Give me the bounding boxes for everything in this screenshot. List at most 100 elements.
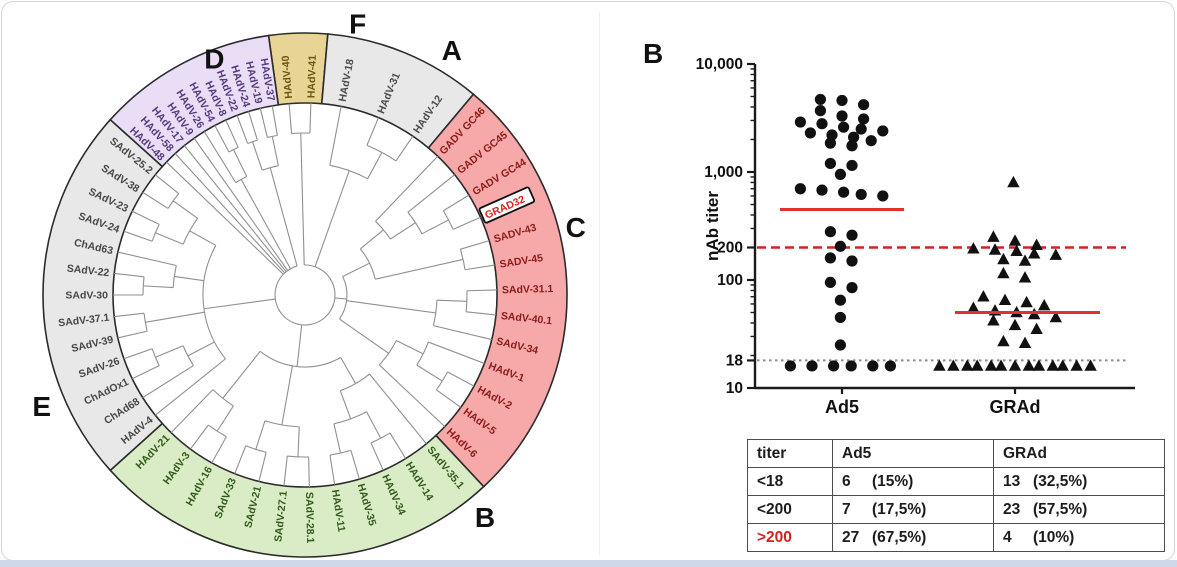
grad-data-point bbox=[1038, 298, 1051, 311]
grad-data-point bbox=[1030, 322, 1043, 335]
grad-data-point bbox=[984, 359, 998, 371]
grad-cell: 23 (57,5%) bbox=[993, 495, 1165, 524]
grad-data-point bbox=[947, 359, 960, 371]
ad5-data-point bbox=[865, 135, 877, 147]
leaf-label-SAdV-30: SAdV-30 bbox=[65, 290, 108, 302]
y-tick-label: 1,000 bbox=[704, 164, 743, 181]
ad5-data-point bbox=[824, 226, 836, 238]
grad-data-point bbox=[997, 266, 1010, 279]
ad5-data-point bbox=[858, 99, 870, 111]
grad-data-point bbox=[1022, 359, 1036, 371]
grad-data-point bbox=[1046, 359, 1059, 371]
y-tick-label: 10,000 bbox=[696, 56, 743, 73]
grad-data-point bbox=[1070, 359, 1083, 371]
ad5-data-point bbox=[877, 125, 889, 137]
y-tick-label: 200 bbox=[717, 239, 743, 256]
grad-data-point bbox=[1018, 336, 1032, 348]
leaf-label-SAdV-27.1: SAdV-27.1 bbox=[272, 490, 290, 543]
grad-data-point bbox=[1028, 247, 1041, 259]
ad5-data-point bbox=[824, 137, 836, 149]
ad5-data-point bbox=[834, 339, 846, 351]
ad5-data-point bbox=[836, 110, 848, 122]
grad-data-point bbox=[961, 359, 974, 371]
ad5-data-point bbox=[845, 360, 857, 372]
grad-data-point bbox=[933, 359, 946, 371]
grad-data-point bbox=[967, 242, 980, 254]
header-grad: GRAd bbox=[993, 439, 1165, 468]
leaf-label-SAdV-40.1: SAdV-40.1 bbox=[500, 310, 552, 327]
ad5-data-point bbox=[806, 360, 818, 372]
grad-data-point bbox=[1008, 318, 1022, 331]
grad-cell: 13 (32,5%) bbox=[993, 467, 1165, 496]
ad5-data-point bbox=[794, 183, 806, 195]
leaf-label-SAdV-22: SAdV-22 bbox=[66, 263, 110, 280]
grad-data-point bbox=[971, 359, 984, 371]
ad5-cell: 6 (15%) bbox=[832, 467, 994, 496]
grad-data-point bbox=[1056, 359, 1069, 371]
ad5-data-point bbox=[858, 113, 870, 125]
grad-data-point bbox=[1084, 359, 1097, 371]
grad-data-point bbox=[1032, 359, 1046, 371]
leaf-label-HAdV-41: HAdV-41 bbox=[306, 55, 319, 99]
table-row: <18 6 (15%) 13 (32,5%) bbox=[747, 467, 1165, 496]
ad5-data-point bbox=[867, 360, 879, 372]
series-Ad5 bbox=[784, 93, 896, 372]
leaf-label-SAdV-31.1: SAdV-31.1 bbox=[502, 283, 554, 296]
grad-data-point bbox=[988, 243, 1002, 255]
grad-data-point bbox=[1010, 244, 1023, 256]
leaf-label-HAdV-40: HAdV-40 bbox=[280, 55, 296, 99]
ad5-data-point bbox=[846, 229, 858, 241]
group-band-D bbox=[109, 34, 280, 168]
ad5-cell: 27 (67,5%) bbox=[832, 523, 994, 552]
grad-data-point bbox=[997, 252, 1010, 265]
x-category-label-GRAd: GRAd bbox=[990, 397, 1041, 417]
table-row: <200 7 (17,5%) 23 (57,5%) bbox=[747, 495, 1165, 524]
leaf-label-SAdV-28.1: SAdV-28.1 bbox=[303, 492, 316, 544]
panel-b-label: B bbox=[643, 38, 664, 69]
grad-data-point bbox=[1049, 248, 1062, 260]
ad5-data-point bbox=[814, 93, 826, 106]
ad5-data-point bbox=[804, 127, 816, 139]
ad5-data-point bbox=[848, 131, 860, 143]
ad5-data-point bbox=[834, 168, 846, 181]
y-tick-label: 10 bbox=[726, 380, 743, 397]
y-tick-label: 100 bbox=[717, 272, 743, 289]
titer-cell: >200 bbox=[747, 523, 833, 552]
ad5-data-point bbox=[836, 94, 848, 107]
y-tick-label: 18 bbox=[726, 352, 744, 369]
table-header-row: titer Ad5 GRAd bbox=[747, 439, 1165, 468]
ad5-data-point bbox=[794, 116, 806, 128]
grad-data-point bbox=[1018, 271, 1032, 283]
ad5-data-point bbox=[824, 157, 836, 170]
ad5-data-point bbox=[834, 240, 846, 252]
titer-cell: <18 bbox=[747, 467, 833, 496]
ad5-data-point bbox=[838, 186, 850, 198]
group-letter-F: F bbox=[349, 9, 366, 40]
ad5-data-point bbox=[784, 360, 796, 372]
ad5-data-point bbox=[855, 123, 867, 135]
group-letter-A: A bbox=[442, 35, 462, 66]
grad-data-point bbox=[1049, 310, 1062, 323]
series-GRAd bbox=[933, 175, 1097, 371]
grad-data-point bbox=[1020, 295, 1033, 308]
grad-data-point bbox=[987, 314, 1000, 326]
ad5-data-point bbox=[838, 121, 850, 133]
grad-data-point bbox=[977, 290, 990, 302]
grad-data-point bbox=[994, 359, 1008, 371]
grad32-highlight-box bbox=[478, 186, 536, 224]
grad-data-point bbox=[1030, 238, 1043, 251]
titer-summary-table: titer Ad5 GRAd <18 6 (15%) 13 (32,5%) <200 7 (1… bbox=[747, 439, 1165, 552]
ad5-data-point bbox=[884, 360, 896, 372]
ad5-data-point bbox=[816, 118, 828, 130]
grad-data-point bbox=[1018, 254, 1032, 266]
header-titer: titer bbox=[747, 439, 833, 468]
ad5-cell: 7 (17,5%) bbox=[832, 495, 994, 524]
group-letter-E: E bbox=[32, 391, 51, 422]
ad5-data-point bbox=[846, 159, 858, 172]
ad5-data-point bbox=[834, 294, 846, 306]
grad-data-point bbox=[1008, 234, 1022, 246]
grad-data-point bbox=[1007, 175, 1020, 188]
tree-branches bbox=[113, 103, 497, 487]
bottom-strip bbox=[0, 560, 1177, 567]
